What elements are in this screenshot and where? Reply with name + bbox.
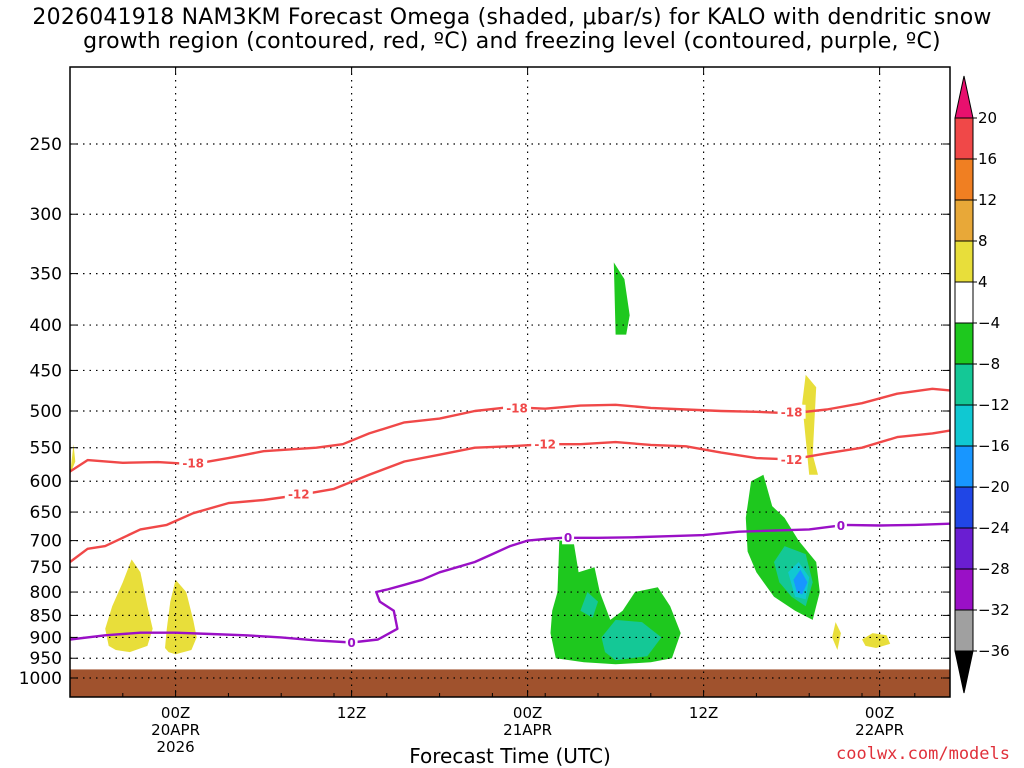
contour-label-bg-dgz-minus18-1	[503, 400, 532, 415]
omega-shading-layer	[70, 262, 891, 665]
xtick-label-4-0: 00Z	[865, 704, 894, 722]
xtick-label-4-1: 22APR	[855, 721, 904, 739]
ytick-label-550: 550	[30, 439, 62, 459]
colorbar-swatch-3	[954, 240, 974, 283]
contour-label-bg-dgz-minus12-0	[284, 486, 313, 501]
contour-label-dgz-minus18-2: -18	[781, 405, 803, 419]
colorbar-swatch-7	[954, 404, 974, 447]
contour-label-dgz-minus18-1: -18	[506, 401, 528, 415]
colorbar-label-2: 12	[978, 191, 997, 209]
contour-dgz-minus12	[70, 429, 950, 563]
ytick-label-600: 600	[30, 472, 62, 492]
ytick-label-250: 250	[30, 135, 62, 155]
ytick-label-650: 650	[30, 503, 62, 523]
colorbar-label-9: −20	[978, 478, 1010, 496]
xtick-label-1-0: 12Z	[337, 704, 366, 722]
xtick-label-0-1: 20APR	[151, 721, 200, 739]
title-line-1: 2026041918 NAM3KM Forecast Omega (shaded…	[32, 5, 992, 30]
colorbar-swatch-9	[954, 486, 974, 529]
plot-border	[69, 66, 951, 698]
contour-label-bg-dgz-minus12-2	[777, 452, 806, 467]
xtick-label-0-0: 00Z	[161, 704, 190, 722]
colorbar-swatch-5	[954, 322, 974, 365]
ytick-label-700: 700	[30, 532, 62, 552]
ytick-label-500: 500	[30, 402, 62, 422]
colorbar-label-7: −12	[978, 396, 1010, 414]
colorbar-label-6: −8	[978, 355, 1000, 373]
colorbar-swatch-6	[954, 363, 974, 406]
contour-label-bg-freezing-level-2	[834, 518, 847, 533]
title-line-2: growth region (contoured, red, ºC) and f…	[83, 29, 941, 54]
colorbar: 20 16 12 8 4 −4 −8 −12 −16 −20 −24 −28 −32 −36	[954, 75, 1010, 694]
ytick-label-450: 450	[30, 361, 62, 381]
contour-label-dgz-minus12-1: -12	[534, 438, 556, 452]
contour-freezing-level	[70, 522, 950, 644]
omega-region-descent-green-upper	[613, 262, 630, 335]
colorbar-label-1: 16	[978, 150, 997, 168]
contour-layer: -18 -18 -18 -12 -12 -12 0 0 0	[70, 387, 950, 650]
xtick-label-2-1: 21APR	[503, 721, 552, 739]
colorbar-label-5: −4	[978, 314, 1000, 332]
chart-title: 2026041918 NAM3KM Forecast Omega (shaded…	[0, 6, 1024, 54]
contour-label-freezing-level-1: 0	[564, 531, 572, 545]
contour-label-bg-dgz-minus18-0	[179, 455, 208, 470]
colorbar-label-13: −36	[978, 642, 1010, 660]
colorbar-swatch-0	[954, 117, 974, 160]
colorbar-label-4: 4	[978, 273, 988, 291]
colorbar-label-10: −24	[978, 519, 1010, 537]
colorbar-swatch-12	[954, 609, 974, 652]
omega-region-ascent-yellow-early-1	[105, 559, 153, 653]
colorbar-label-12: −32	[978, 601, 1010, 619]
colorbar-swatch-11	[954, 568, 974, 611]
contour-label-bg-freezing-level-0	[345, 635, 358, 650]
xtick-label-0-2: 2026	[157, 738, 195, 756]
omega-region-descent-blue-late	[793, 569, 808, 595]
omega-region-ascent-yellow-early-2	[165, 579, 197, 655]
ytick-label-350: 350	[30, 265, 62, 285]
colorbar-swatch-8	[954, 445, 974, 488]
omega-region-ascent-yellow-small-1	[862, 633, 891, 648]
ytick-label-900: 900	[30, 628, 62, 648]
omega-region-ascent-yellow-small-2	[832, 622, 841, 650]
colorbar-label-3: 8	[978, 232, 988, 250]
credit-link[interactable]: coolwx.com/models	[836, 744, 1010, 764]
contour-label-dgz-minus18-0: -18	[182, 456, 204, 470]
contour-label-freezing-level-2: 0	[837, 519, 845, 533]
contour-label-bg-dgz-minus18-2	[777, 404, 806, 419]
colorbar-swatch-10	[954, 527, 974, 570]
ytick-label-400: 400	[30, 316, 62, 336]
ytick-label-800: 800	[30, 583, 62, 603]
contour-label-bg-freezing-level-1	[562, 530, 575, 545]
colorbar-swatch-2	[954, 199, 974, 242]
omega-region-descent-teal-mid-2	[601, 619, 662, 661]
omega-region-descent-teal-mid-1	[580, 592, 598, 618]
ytick-label-750: 750	[30, 558, 62, 578]
ytick-label-1000: 1000	[19, 669, 62, 689]
omega-region-ascent-yellow-column	[802, 374, 818, 475]
colorbar-label-0: 20	[978, 109, 997, 127]
xtick-label-2-0: 00Z	[513, 704, 542, 722]
contour-label-dgz-minus12-0: -12	[288, 487, 310, 501]
colorbar-top-arrow	[954, 75, 974, 119]
terrain-fill	[70, 669, 950, 697]
ytick-label-950: 950	[30, 649, 62, 669]
contour-label-freezing-level-0: 0	[347, 636, 355, 650]
colorbar-label-11: −28	[978, 560, 1010, 578]
ytick-label-300: 300	[30, 205, 62, 225]
colorbar-label-8: −16	[978, 437, 1010, 455]
gridlines	[70, 67, 950, 697]
ytick-label-850: 850	[30, 606, 62, 626]
colorbar-swatch-1	[954, 158, 974, 201]
xtick-label-3-0: 12Z	[689, 704, 718, 722]
colorbar-bottom-arrow	[954, 650, 974, 694]
omega-region-ascent-yellow-edge	[70, 444, 76, 475]
terrain-layer	[70, 669, 950, 697]
x-axis-title: Forecast Time (UTC)	[409, 744, 611, 768]
contour-label-dgz-minus12-2: -12	[781, 453, 803, 467]
omega-region-descent-green-late	[745, 474, 820, 620]
colorbar-swatch-4	[954, 281, 974, 324]
contour-label-bg-dgz-minus12-1	[531, 437, 560, 452]
axes: 2503003504004505005506006507007508008509…	[19, 66, 951, 756]
